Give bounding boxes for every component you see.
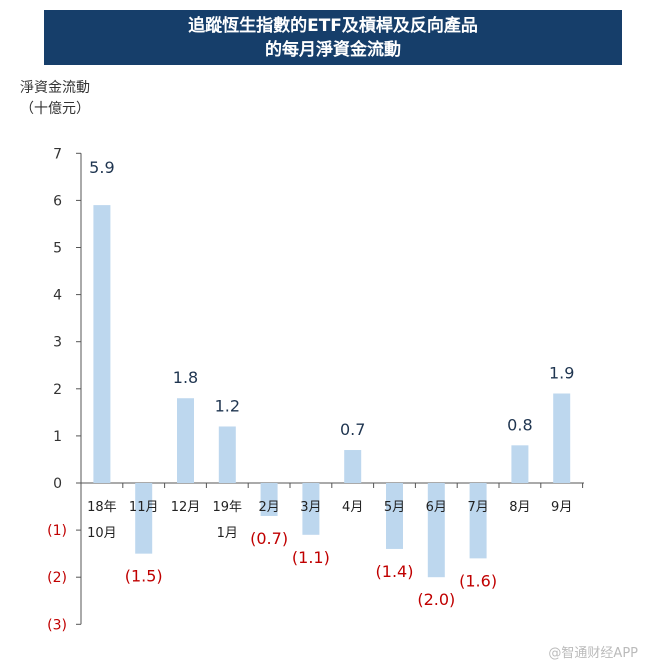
- data-label: (0.7): [250, 529, 288, 548]
- chart-title-line1: 追蹤恆生指數的ETF及槓桿及反向產品: [188, 15, 478, 36]
- bar: [218, 426, 236, 483]
- watermark: @智通财经APP: [548, 646, 638, 661]
- bar: [177, 398, 194, 483]
- bar: [93, 205, 111, 484]
- x-tick-label: 3月: [300, 500, 321, 515]
- data-label: 0.8: [507, 415, 532, 434]
- x-tick-label: 4月: [342, 500, 363, 515]
- data-label: (2.0): [417, 590, 455, 609]
- y-axis-label: 淨資金流動 （十億元）: [20, 78, 120, 120]
- x-tick-label: 8月: [509, 500, 530, 515]
- y-tick-label: 5: [53, 241, 62, 257]
- x-tick-label: 2月: [258, 500, 279, 515]
- data-label: 1.2: [215, 396, 240, 415]
- x-tick-label: 1月: [217, 526, 238, 541]
- data-label: (1.6): [459, 571, 497, 590]
- bar: [386, 483, 403, 549]
- data-label: (1.4): [376, 562, 414, 581]
- x-tick-label: 7月: [467, 500, 488, 515]
- bar: [553, 393, 571, 483]
- data-label: 1.9: [549, 364, 574, 383]
- y-tick-label: (1): [47, 523, 67, 539]
- x-tick-label: 10月: [87, 526, 117, 541]
- y-tick-label: 4: [53, 288, 62, 304]
- y-tick-label: 6: [53, 193, 62, 209]
- data-label: (1.5): [125, 567, 163, 586]
- x-tick-label: 9月: [551, 500, 572, 515]
- bar: [302, 483, 320, 535]
- y-tick-label: (3): [47, 617, 67, 633]
- data-label: 1.8: [173, 368, 198, 387]
- y-tick-label: 7: [53, 146, 62, 162]
- y-tick-label: 1: [53, 429, 62, 445]
- bar: [344, 450, 362, 483]
- y-tick-label: 3: [53, 335, 62, 351]
- y-tick-label: (2): [47, 570, 67, 586]
- chart-title: 追蹤恆生指數的ETF及槓桿及反向產品 的每月淨資金流動: [44, 10, 622, 65]
- data-label: 5.9: [89, 158, 114, 177]
- bar: [260, 483, 278, 516]
- x-tick-label: 6月: [426, 500, 447, 515]
- x-tick-label: 5月: [384, 500, 405, 515]
- chart-title-line2: 的每月淨資金流動: [265, 39, 401, 60]
- bar: [427, 483, 445, 578]
- y-axis-label-line2: （十億元）: [20, 101, 90, 117]
- y-tick-label: 0: [53, 476, 62, 492]
- bar: [135, 483, 153, 554]
- y-tick-label: 2: [53, 382, 62, 398]
- data-label: (1.1): [292, 548, 330, 567]
- x-tick-label: 12月: [171, 500, 201, 515]
- x-tick-label: 19年: [213, 500, 243, 515]
- y-axis-label-line1: 淨資金流動: [20, 80, 90, 96]
- data-label: 0.7: [340, 420, 365, 439]
- x-tick-label: 18年: [87, 500, 117, 515]
- bar: [469, 483, 487, 559]
- x-tick-label: 11月: [129, 500, 159, 515]
- bar: [511, 445, 529, 483]
